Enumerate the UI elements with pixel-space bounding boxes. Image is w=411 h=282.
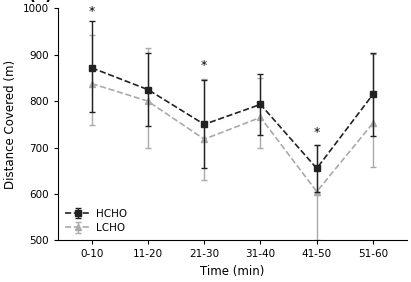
Text: *: * xyxy=(314,126,320,139)
Legend: HCHO, LCHO: HCHO, LCHO xyxy=(63,207,129,235)
Text: *: * xyxy=(88,5,95,18)
Text: (a): (a) xyxy=(29,0,53,3)
Text: *: * xyxy=(201,60,207,72)
Y-axis label: Distance Covered (m): Distance Covered (m) xyxy=(4,60,17,189)
X-axis label: Time (min): Time (min) xyxy=(200,265,265,278)
